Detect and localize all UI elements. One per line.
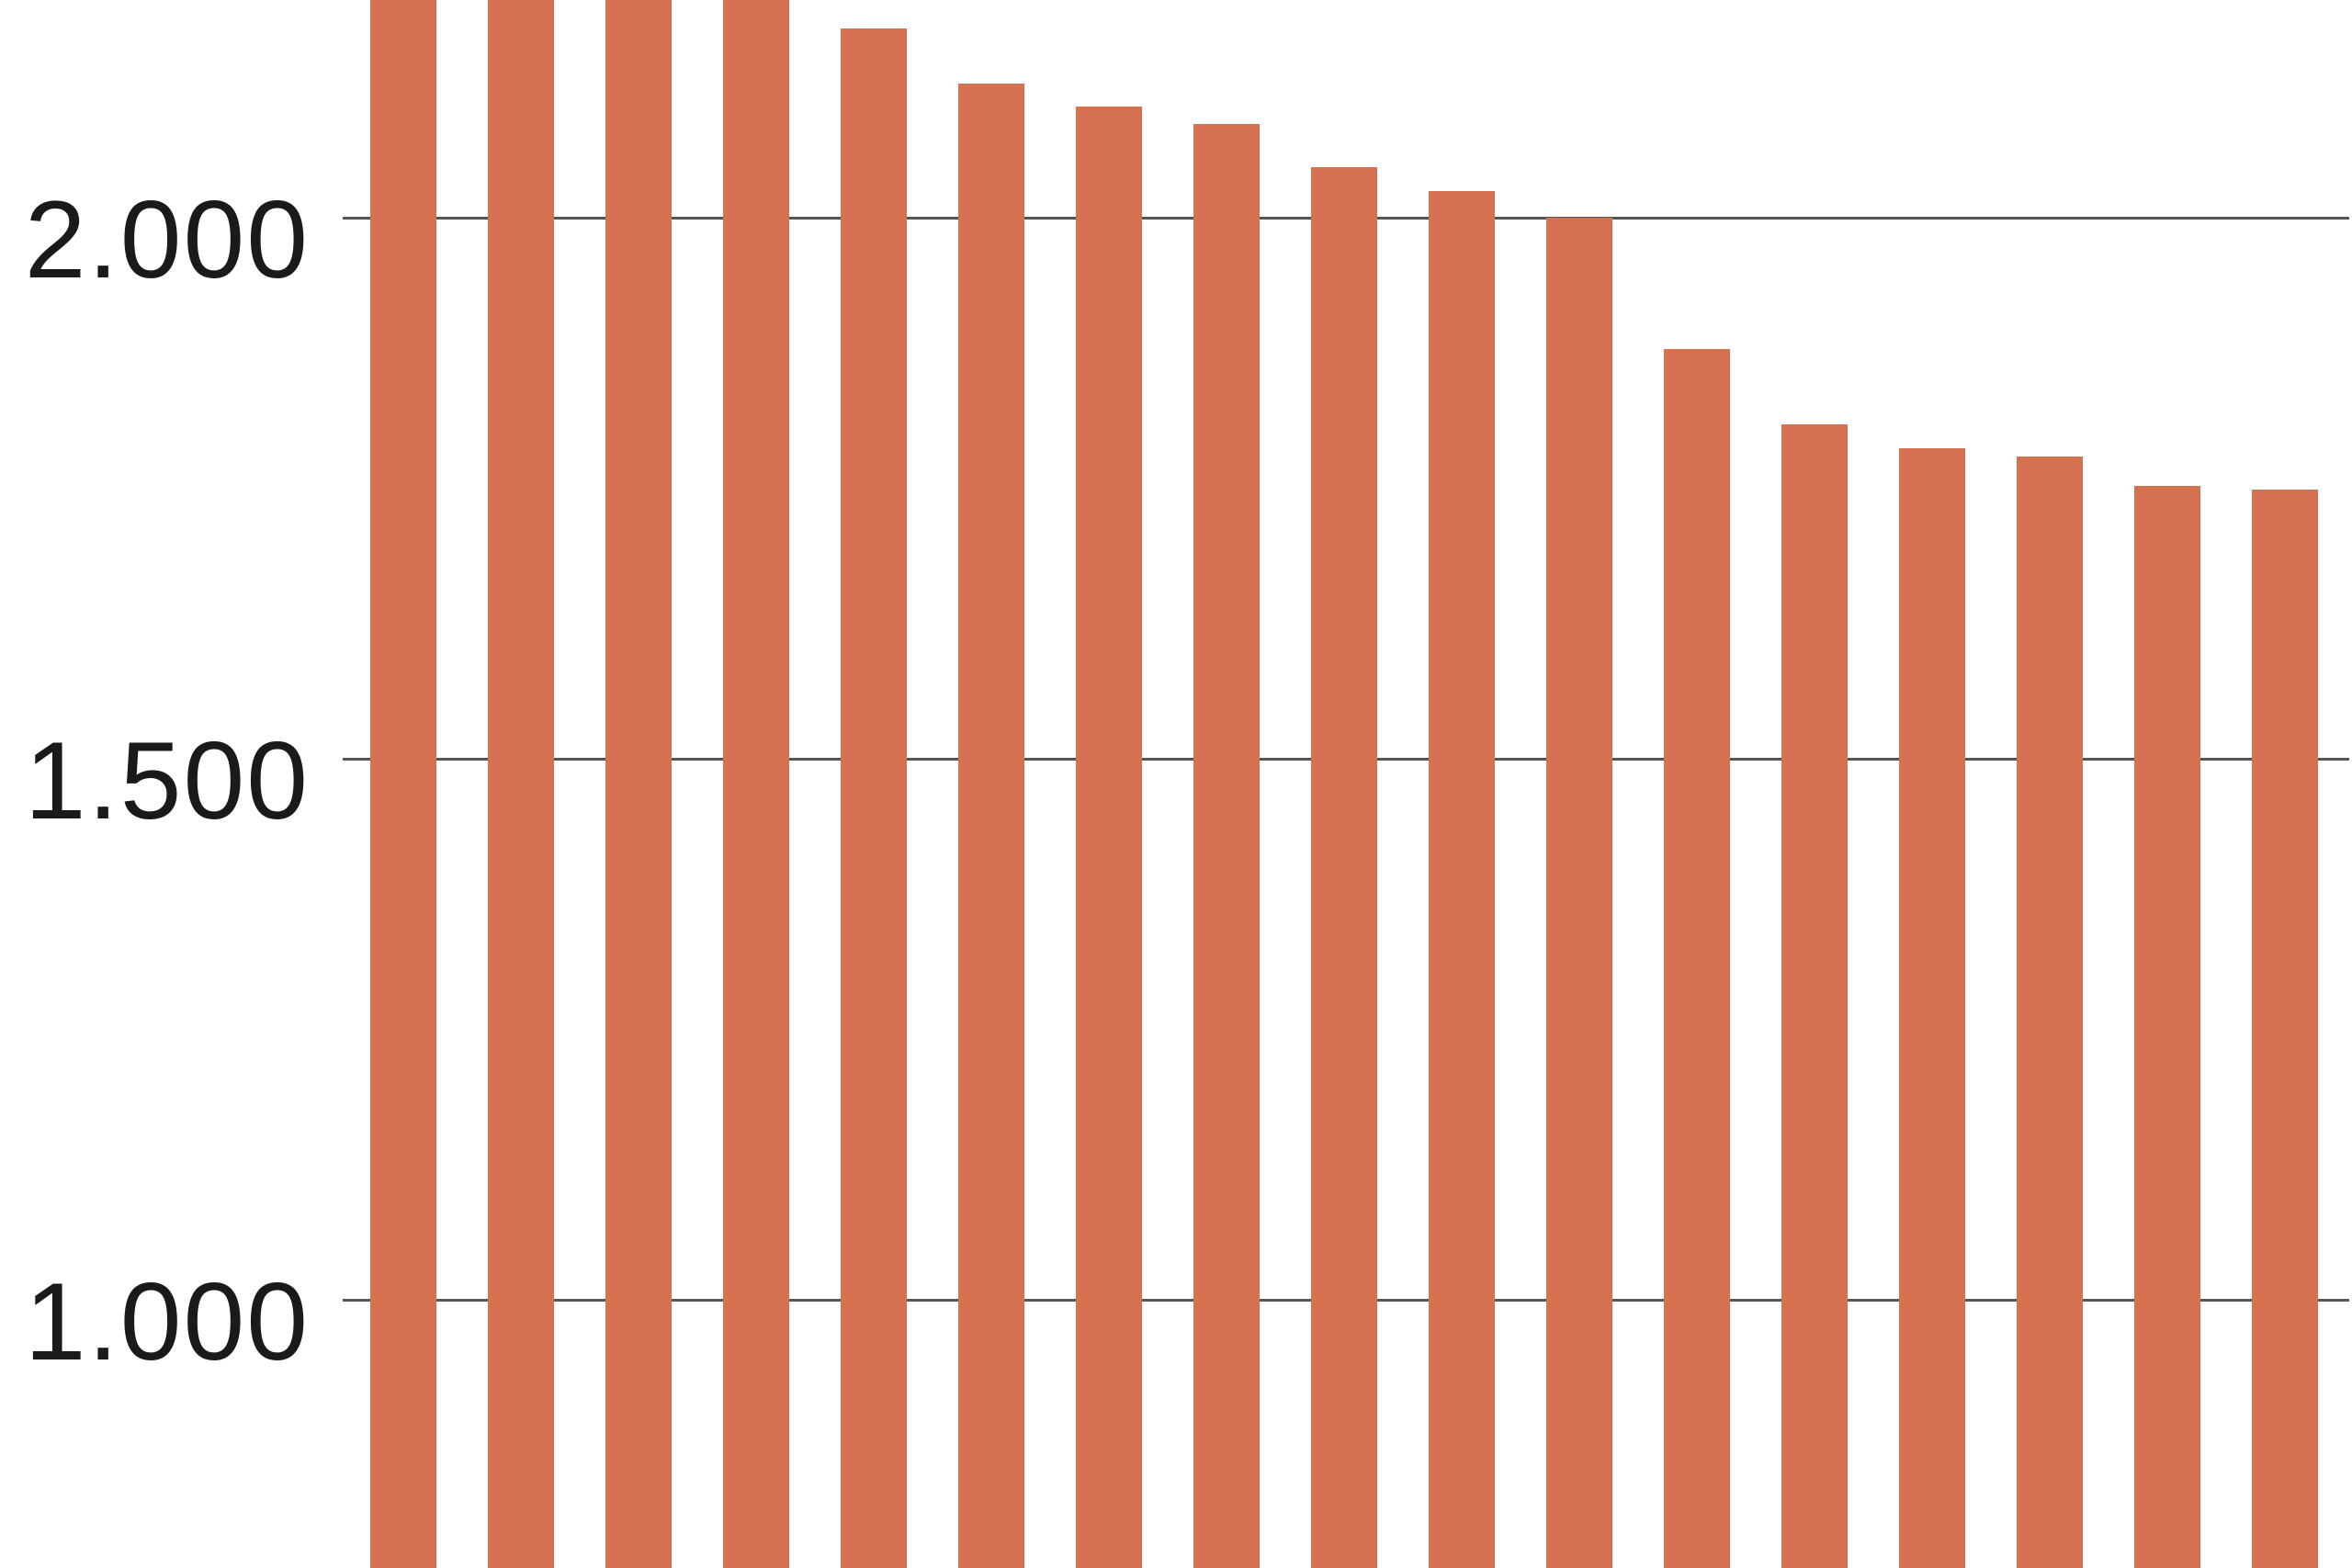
bar-5	[841, 28, 907, 1568]
y-tick-label-2000: 2.000	[24, 178, 310, 301]
bar-16	[2134, 486, 2200, 1568]
bar-15	[2017, 457, 2083, 1568]
bar-3	[605, 0, 672, 1568]
bar-8	[1193, 123, 1260, 1568]
bar-14	[1899, 447, 1965, 1568]
y-tick-label-1500: 1.500	[24, 719, 310, 842]
bar-11	[1546, 218, 1612, 1568]
bar-17	[2252, 489, 2318, 1568]
bar-4	[723, 0, 789, 1568]
bar-6	[958, 83, 1024, 1568]
bar-1	[370, 0, 436, 1568]
bar-9	[1311, 166, 1377, 1568]
bar-2	[488, 0, 554, 1568]
bar-13	[1781, 423, 1848, 1568]
bar-10	[1429, 190, 1495, 1568]
bar-12	[1664, 348, 1730, 1568]
y-tick-label-1000: 1.000	[24, 1260, 310, 1383]
bar-7	[1076, 106, 1142, 1568]
